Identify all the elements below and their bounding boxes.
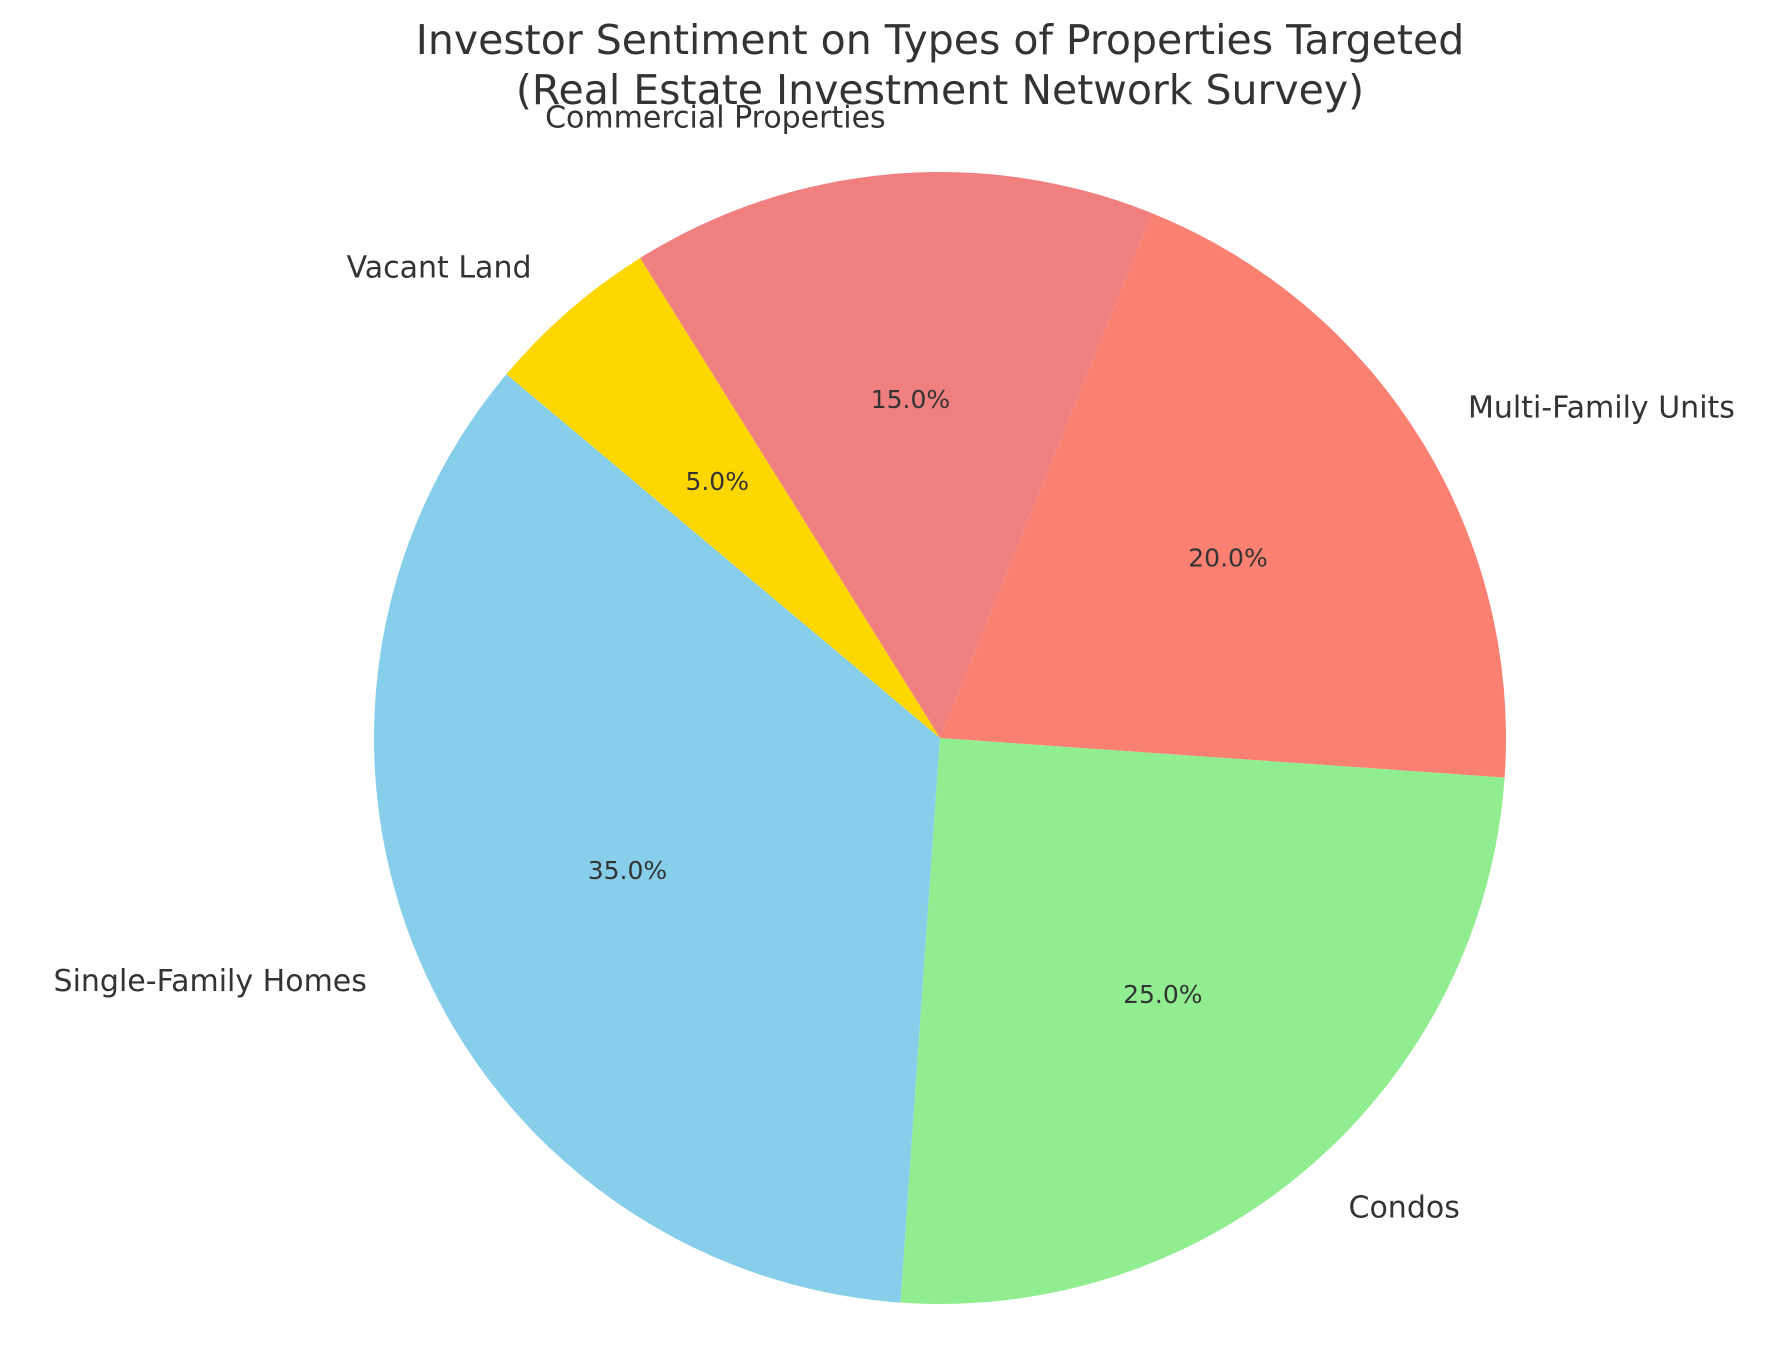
- chart-title-line-2: (Real Estate Investment Network Survey): [516, 66, 1364, 114]
- slice-percent-vacant-land: 5.0%: [685, 467, 749, 496]
- slice-percent-condos: 25.0%: [1123, 980, 1202, 1009]
- slice-label-commercial-properties: Commercial Properties: [545, 100, 886, 135]
- pie-slice-single-family-homes: [374, 374, 940, 1303]
- slice-label-vacant-land: Vacant Land: [347, 251, 532, 286]
- slice-percent-multi-family-units: 20.0%: [1188, 544, 1267, 573]
- slice-label-multi-family-units: Multi-Family Units: [1468, 391, 1735, 426]
- slice-percent-single-family-homes: 35.0%: [588, 856, 667, 885]
- pie-slice-vacant-land: [506, 258, 940, 738]
- pie-slices: [374, 171, 1506, 1304]
- chart-title-line-1: Investor Sentiment on Types of Propertie…: [416, 16, 1464, 64]
- chart-title: Investor Sentiment on Types of Propertie…: [416, 16, 1464, 114]
- pie-slice-condos: [900, 738, 1505, 1304]
- pie-slice-multi-family-units: [940, 213, 1506, 778]
- pie-slice-commercial-properties: [640, 171, 1153, 738]
- slice-label-condos: Condos: [1349, 1190, 1460, 1225]
- pie-labels: Single-Family Homes 35.0% Condos 25.0% Multi…: [54, 100, 1735, 1225]
- slice-label-single-family-homes: Single-Family Homes: [54, 964, 367, 999]
- slice-percent-commercial-properties: 15.0%: [871, 385, 950, 414]
